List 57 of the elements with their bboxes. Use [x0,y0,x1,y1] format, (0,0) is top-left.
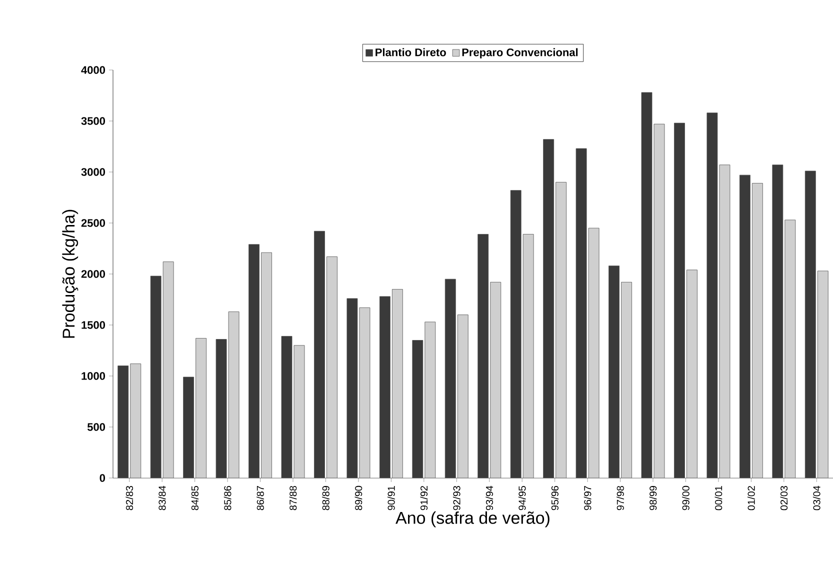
bar [576,148,587,478]
bar [543,139,554,478]
bar [772,164,784,478]
x-tick-label: 86/87 [256,486,264,510]
y-tick-label: 3500 [81,117,106,125]
y-tick-label: 1500 [82,321,106,329]
x-tick-label: 94/95 [518,486,526,510]
bar [216,339,227,478]
bar [314,230,325,478]
x-tick-label: 95/96 [551,486,558,510]
bar [674,122,685,478]
x-tick-label: 85/86 [224,486,232,510]
bar [641,92,652,478]
x-tick-label: 92/93 [452,486,460,510]
bar [739,174,750,478]
bar [248,244,260,478]
legend-label: Preparo Convencional [462,48,578,58]
x-tick-label: 01/02 [748,486,755,510]
bar [150,276,162,478]
bar [118,366,129,478]
x-tick-label: 02/03 [780,486,788,510]
y-tick-label: 2500 [81,219,106,227]
x-tick-label: 82/83 [126,486,134,510]
bar [706,112,718,478]
x-tick-label: 03/04 [812,486,820,510]
bar [183,376,194,478]
x-tick-label: 96/97 [584,486,592,510]
bar [804,170,816,478]
x-tick-label: 89/90 [354,486,362,510]
y-tick-label: 0 [100,474,106,482]
bar [412,340,424,478]
bar [346,298,358,478]
bar [510,190,522,478]
y-tick-label: 500 [87,423,106,431]
x-tick-label: 99/00 [682,486,690,510]
bar [608,266,620,478]
bar [379,296,390,478]
bar [478,234,489,478]
x-tick-label: 97/98 [616,486,624,510]
x-axis-title: Ano (safra de verão) [396,511,550,528]
x-tick-label: 93/94 [486,486,494,510]
y-tick-label: 2000 [81,270,106,278]
x-tick-label: 90/91 [388,486,395,510]
y-tick-label: 1000 [82,372,106,380]
x-tick-label: 00/01 [714,486,722,510]
x-tick-label: 91/92 [420,486,428,510]
x-tick-label: 87/88 [289,486,297,510]
x-tick-label: 83/84 [158,486,166,510]
x-tick-label: 98/99 [649,486,657,510]
bar [444,278,456,478]
y-tick-label: 3000 [81,168,106,176]
x-tick-label: 84/85 [191,486,198,510]
y-axis-title: Produção (kg/ha) [62,210,78,338]
legend-label: Plantio Direto [376,48,446,56]
y-tick-label: 4000 [81,66,106,74]
x-tick-label: 88/89 [322,486,330,510]
bar [281,336,292,478]
